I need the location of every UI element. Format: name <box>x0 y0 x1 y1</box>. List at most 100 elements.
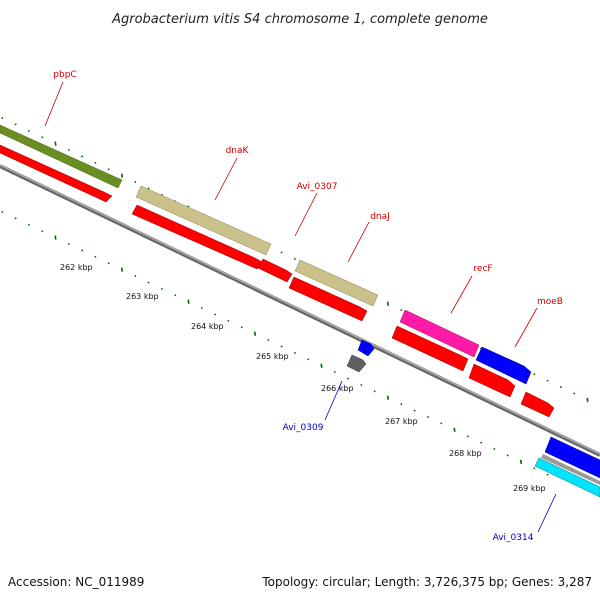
cds-dnaj[interactable] <box>288 276 368 322</box>
tick-mark <box>94 255 97 258</box>
genome-summary-text: Topology: circular; Length: 3,726,375 bp… <box>261 575 592 589</box>
gene-label-moeb[interactable]: moeB <box>537 297 563 307</box>
scale-label-262: 262 kbp <box>60 263 93 272</box>
tick-mark <box>187 299 190 304</box>
tick-mark <box>253 331 257 336</box>
tick-mark <box>107 168 110 171</box>
tick-mark <box>320 363 323 368</box>
tick-mark <box>413 409 416 412</box>
tick-mark <box>14 123 17 126</box>
tick-mark <box>107 262 110 265</box>
tick-mark <box>506 454 509 457</box>
feature-dnak[interactable] <box>135 185 272 256</box>
inner-tick-row <box>1 210 549 476</box>
tick-mark <box>360 383 363 386</box>
tick-mark <box>267 339 270 342</box>
feature-avi-0309-blue[interactable] <box>357 339 375 357</box>
gene-label-avi-0307[interactable]: Avi_0307 <box>297 182 338 192</box>
feature-blue-right[interactable] <box>544 436 600 479</box>
gene-label-dnak[interactable]: dnaK <box>226 146 250 156</box>
label-leaders <box>44 81 557 533</box>
tick-mark <box>586 397 589 402</box>
tick-mark <box>147 281 150 284</box>
tick-mark <box>54 141 57 146</box>
tick-mark <box>546 473 549 476</box>
tick-mark <box>466 435 469 438</box>
tick-mark <box>453 427 456 432</box>
cds-avi-0307[interactable] <box>257 258 293 283</box>
accession-text: Accession: NC_011989 <box>8 575 144 589</box>
gene-label-avi-0314[interactable]: Avi_0314 <box>493 533 534 543</box>
tick-mark <box>200 307 203 310</box>
tick-mark <box>27 129 30 132</box>
gene-labels: pbpC dnaK Avi_0307 dnaJ recF moeB Avi_03… <box>53 70 563 543</box>
tick-mark <box>160 287 163 290</box>
tick-mark <box>214 313 217 316</box>
cds-pbpc[interactable] <box>0 144 113 203</box>
tick-mark <box>41 136 44 139</box>
tick-mark <box>533 467 536 470</box>
tick-mark <box>493 448 496 451</box>
gene-label-dnaj[interactable]: dnaJ <box>370 212 390 222</box>
feature-avi-0309-gray[interactable] <box>346 354 367 373</box>
feature-pbpc[interactable] <box>0 124 123 189</box>
tick-mark <box>134 275 137 278</box>
scale-label-269: 269 kbp <box>513 484 546 493</box>
tick-mark <box>293 257 296 260</box>
tick-mark <box>533 373 536 376</box>
tick-mark <box>426 415 429 419</box>
scale-label-266: 266 kbp <box>321 384 354 393</box>
gene-label-avi-0309[interactable]: Avi_0309 <box>283 423 324 433</box>
scale-label-264: 264 kbp <box>191 322 224 331</box>
genome-backbone <box>0 164 600 457</box>
scale-label-265: 265 kbp <box>256 352 289 361</box>
cds-small-1[interactable] <box>520 391 555 418</box>
cds-moeb[interactable] <box>468 363 516 398</box>
gene-label-recf[interactable]: recF <box>473 264 492 274</box>
tick-mark <box>573 392 576 395</box>
tick-mark <box>227 319 230 322</box>
map-title: Agrobacterium vitis S4 chromosome 1, com… <box>111 12 488 27</box>
tick-mark <box>81 249 84 252</box>
tick-mark <box>559 386 562 389</box>
scale-label-267: 267 kbp <box>385 417 418 426</box>
tick-mark <box>333 371 336 374</box>
tick-mark <box>307 358 310 361</box>
scale-label-268: 268 kbp <box>449 449 482 458</box>
tick-mark <box>480 441 483 444</box>
feature-gray-right[interactable] <box>541 454 600 485</box>
tick-mark <box>400 403 403 406</box>
tick-mark <box>120 173 124 178</box>
tick-mark <box>81 155 84 158</box>
tick-mark <box>440 422 443 425</box>
tick-mark <box>519 459 523 464</box>
tick-mark <box>54 235 57 240</box>
gene-label-pbpc[interactable]: pbpC <box>53 70 76 80</box>
feature-dnaj[interactable] <box>294 259 379 307</box>
tick-mark <box>280 251 283 254</box>
tick-mark <box>41 230 44 233</box>
tick-mark <box>27 223 30 226</box>
tick-mark <box>134 181 137 184</box>
features <box>0 124 600 498</box>
tick-mark <box>14 217 17 220</box>
tick-mark <box>280 345 283 348</box>
tick-mark <box>386 395 390 400</box>
tick-mark <box>1 116 4 120</box>
tick-mark <box>546 379 549 382</box>
scale-label-263: 263 kbp <box>126 292 159 301</box>
scale-labels: 262 kbp 263 kbp 264 kbp 265 kbp 266 kbp … <box>60 263 546 493</box>
tick-mark <box>400 309 403 312</box>
tick-mark <box>240 326 243 329</box>
tick-mark <box>67 149 70 152</box>
tick-mark <box>347 377 350 380</box>
tick-mark <box>67 243 70 246</box>
feature-avi-0314[interactable] <box>534 457 600 498</box>
tick-mark <box>293 351 296 354</box>
feature-moeb[interactable] <box>475 346 532 385</box>
tick-mark <box>147 187 150 190</box>
cds-recf[interactable] <box>391 325 469 372</box>
feature-recf[interactable] <box>399 309 480 358</box>
tick-mark <box>373 390 376 393</box>
